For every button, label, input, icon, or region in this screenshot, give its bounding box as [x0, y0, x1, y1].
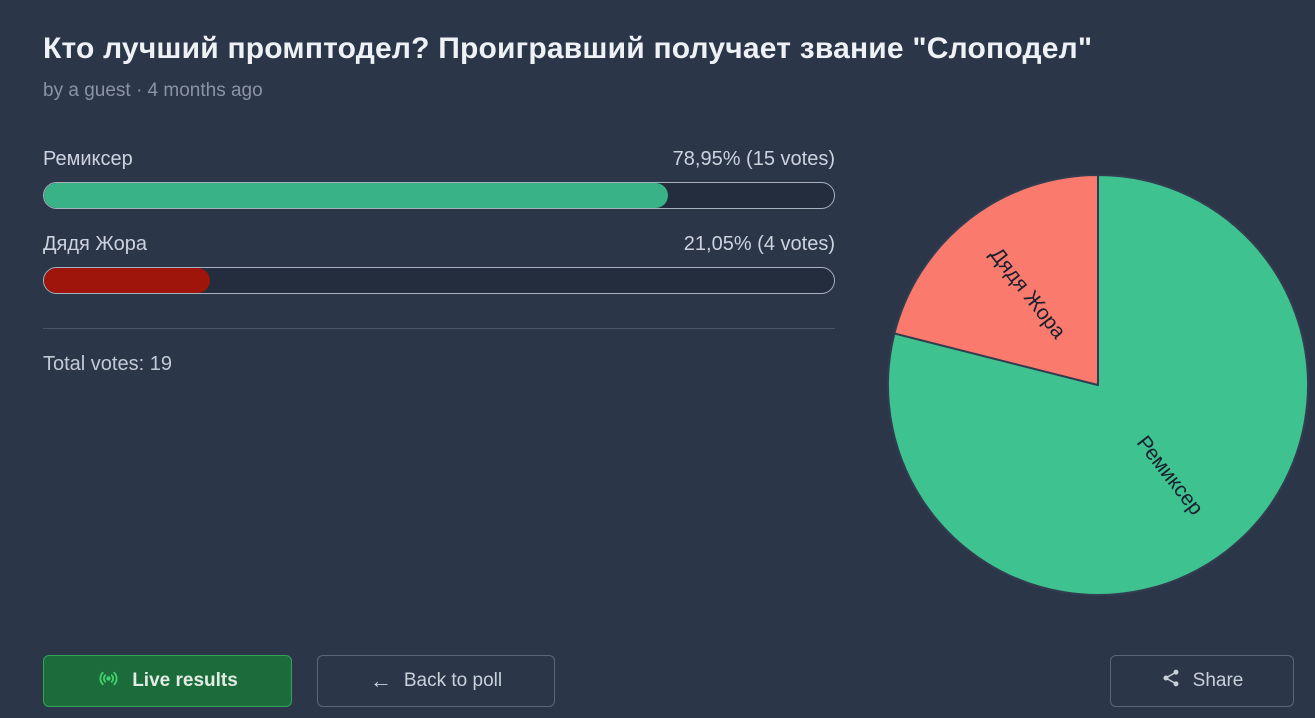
poll-content: Кто лучший промптодел? Проигравший получ…: [43, 32, 1093, 376]
option-bar-track: [43, 182, 835, 209]
poll-option: Ремиксер 78,95% (15 votes): [43, 148, 835, 209]
option-label: Ремиксер: [43, 148, 133, 170]
option-bar-fill: [44, 268, 211, 293]
total-votes: Total votes: 19: [43, 353, 172, 375]
option-bar-fill: [44, 183, 668, 208]
divider: [43, 328, 835, 329]
live-results-label: Live results: [132, 670, 238, 691]
poll-byline: by a guest · 4 months ago: [43, 80, 263, 101]
poll-option: Дядя Жора 21,05% (4 votes): [43, 233, 835, 294]
pie-slice: [893, 173, 1099, 386]
back-to-poll-button[interactable]: ← Back to poll: [317, 655, 555, 707]
option-bar-track: [43, 267, 835, 294]
share-button[interactable]: Share: [1110, 655, 1294, 707]
broadcast-live-icon: [97, 667, 120, 696]
poll-title: Кто лучший промптодел? Проигравший получ…: [43, 32, 1093, 65]
pie-chart: Ремиксер Дядя Жора: [884, 171, 1312, 599]
footer-buttons: Live results ← Back to poll Share: [0, 655, 1315, 707]
arrow-left-icon: ←: [369, 668, 392, 693]
option-result: 78,95% (15 votes): [672, 148, 835, 170]
back-to-poll-label: Back to poll: [403, 670, 503, 691]
share-nodes-icon: [1161, 668, 1181, 694]
option-result: 21,05% (4 votes): [683, 233, 835, 255]
live-results-button[interactable]: Live results: [43, 655, 292, 707]
option-label: Дядя Жора: [43, 233, 148, 255]
poll-options: Ремиксер 78,95% (15 votes) Дядя Жора 21,…: [43, 148, 835, 294]
share-label: Share: [1192, 670, 1244, 691]
